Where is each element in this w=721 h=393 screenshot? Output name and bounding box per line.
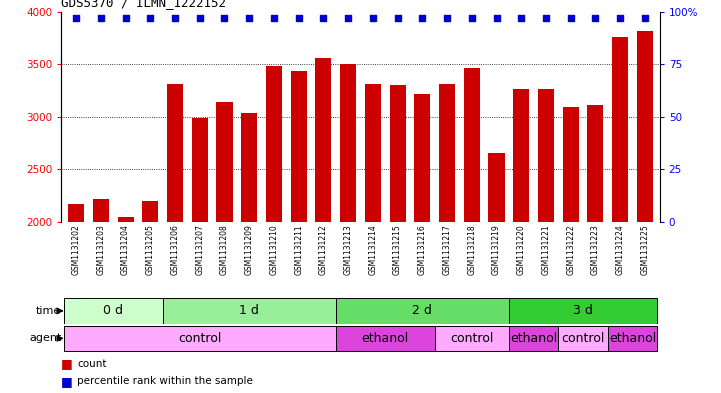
Text: GSM1131219: GSM1131219 [492,224,501,275]
Bar [488,152,505,393]
Point [466,15,477,21]
Text: 1 d: 1 d [239,304,259,318]
Bar [538,88,554,393]
Bar [63,298,163,324]
Bar [315,58,332,393]
Text: GSM1131225: GSM1131225 [640,224,650,275]
Text: time: time [36,306,61,316]
Text: GSM1131223: GSM1131223 [591,224,600,275]
Point [120,15,131,21]
Bar [192,119,208,393]
Bar [365,84,381,393]
Point [95,15,107,21]
Text: GSM1131202: GSM1131202 [71,224,81,275]
Text: GSM1131214: GSM1131214 [368,224,377,275]
Bar [118,217,133,393]
Text: 0 d: 0 d [103,304,123,318]
Text: ethanol: ethanol [362,332,409,345]
Text: agent: agent [29,333,61,343]
Point [244,15,255,21]
Text: GSM1131211: GSM1131211 [294,224,303,275]
Point [318,15,329,21]
Text: ■: ■ [61,357,73,370]
Bar [167,84,183,393]
Point [639,15,650,21]
Text: percentile rank within the sample: percentile rank within the sample [77,376,253,386]
Point [194,15,205,21]
Text: GSM1131210: GSM1131210 [270,224,278,275]
Point [392,15,403,21]
Point [342,15,354,21]
Point [293,15,304,21]
Point [268,15,280,21]
Bar [415,94,430,393]
Text: ■: ■ [61,375,73,388]
Bar [266,66,282,393]
Point [516,15,527,21]
Point [71,15,82,21]
Text: 3 d: 3 d [573,304,593,318]
Bar [242,113,257,393]
Bar [291,71,306,393]
Bar [336,325,435,351]
Bar [513,88,529,393]
Point [540,15,552,21]
Text: GSM1131220: GSM1131220 [517,224,526,275]
Point [367,15,379,21]
Text: GSM1131212: GSM1131212 [319,224,328,275]
Point [169,15,181,21]
Text: GSM1131207: GSM1131207 [195,224,204,275]
Bar [509,298,658,324]
Bar [509,325,558,351]
Text: GSM1131224: GSM1131224 [616,224,624,275]
Bar [588,105,603,393]
Bar [612,37,628,393]
Bar [336,298,509,324]
Bar [435,325,509,351]
Text: GSM1131217: GSM1131217 [443,224,451,275]
Point [417,15,428,21]
Text: GSM1131218: GSM1131218 [467,224,477,275]
Bar [63,325,336,351]
Bar [163,298,336,324]
Text: GSM1131216: GSM1131216 [418,224,427,275]
Bar [464,68,479,393]
Text: control: control [450,332,493,345]
Text: GSM1131204: GSM1131204 [121,224,130,275]
Text: GSM1131222: GSM1131222 [566,224,575,275]
Bar [340,64,356,393]
Bar [439,84,455,393]
Text: GSM1131205: GSM1131205 [146,224,155,275]
Point [218,15,230,21]
Point [565,15,577,21]
Bar [389,85,406,393]
Text: control: control [178,332,221,345]
Point [144,15,156,21]
Bar [142,201,159,393]
Point [614,15,626,21]
Bar [68,204,84,393]
Text: 2 d: 2 d [412,304,433,318]
Text: GSM1131215: GSM1131215 [393,224,402,275]
Point [491,15,503,21]
Text: ethanol: ethanol [609,332,656,345]
Text: GSM1131203: GSM1131203 [97,224,105,275]
Bar [93,199,109,393]
Text: GSM1131221: GSM1131221 [541,224,550,275]
Text: GSM1131206: GSM1131206 [171,224,180,275]
Bar [216,102,233,393]
Text: count: count [77,358,107,369]
Text: GSM1131213: GSM1131213 [344,224,353,275]
Text: ethanol: ethanol [510,332,557,345]
Bar [608,325,658,351]
Text: GSM1131209: GSM1131209 [244,224,254,275]
Text: GDS5370 / ILMN_1222152: GDS5370 / ILMN_1222152 [61,0,226,9]
Text: GSM1131208: GSM1131208 [220,224,229,275]
Bar [637,31,653,393]
Bar [562,107,579,393]
Bar [558,325,608,351]
Text: control: control [562,332,605,345]
Point [441,15,453,21]
Point [590,15,601,21]
